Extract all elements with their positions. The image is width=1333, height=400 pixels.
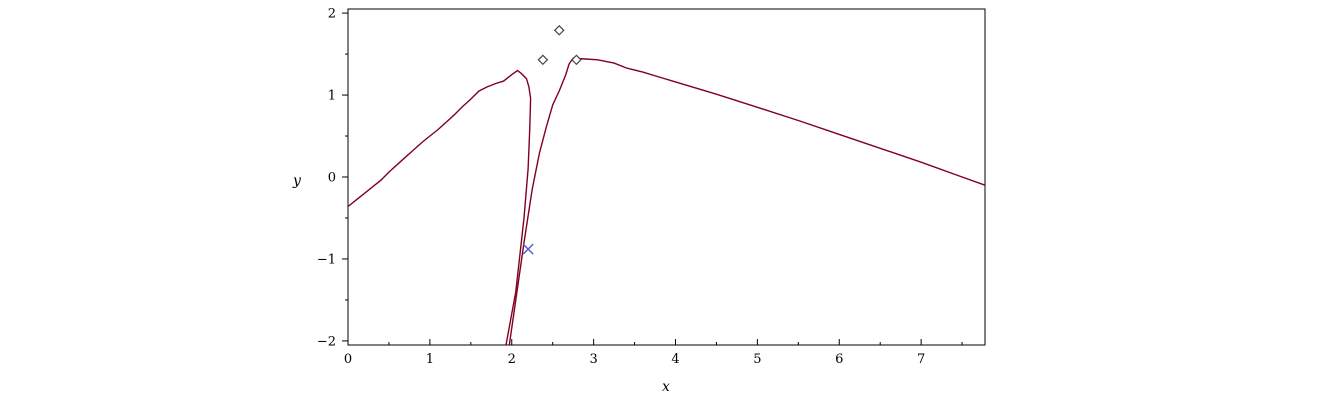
cross-marker [522,243,534,255]
y-axis-label: y [292,173,302,189]
diamond-marker-1 [537,54,549,66]
y-tick-label: −1 [317,252,336,267]
y-tick-label: 1 [328,89,336,104]
y-tick-label: 0 [328,171,336,186]
diamond-marker-2 [553,24,565,36]
x-tick-label: 1 [426,352,434,367]
x-tick-label: 7 [917,352,925,367]
x-tick-label: 2 [508,352,516,367]
x-axis-ticks: 0 1 2 3 4 5 6 7 [344,339,963,367]
x-tick-label: 3 [589,352,597,367]
y-tick-label: −2 [317,334,336,349]
plot-frame [347,8,986,346]
x-tick-label: 4 [671,352,679,367]
x-tick-label: 0 [344,352,352,367]
y-tick-label: 2 [328,7,336,22]
curve-branch-2 [508,57,986,346]
diamond-marker-3 [571,54,582,66]
y-axis-ticks: −2 −1 0 1 2 [317,7,348,349]
x-tick-label: 5 [753,352,761,367]
curve-branch-1 [347,69,532,346]
x-tick-label: 6 [835,352,843,367]
x-axis-label: x [662,379,670,395]
markers-group [522,24,582,255]
curves-group [347,57,986,346]
